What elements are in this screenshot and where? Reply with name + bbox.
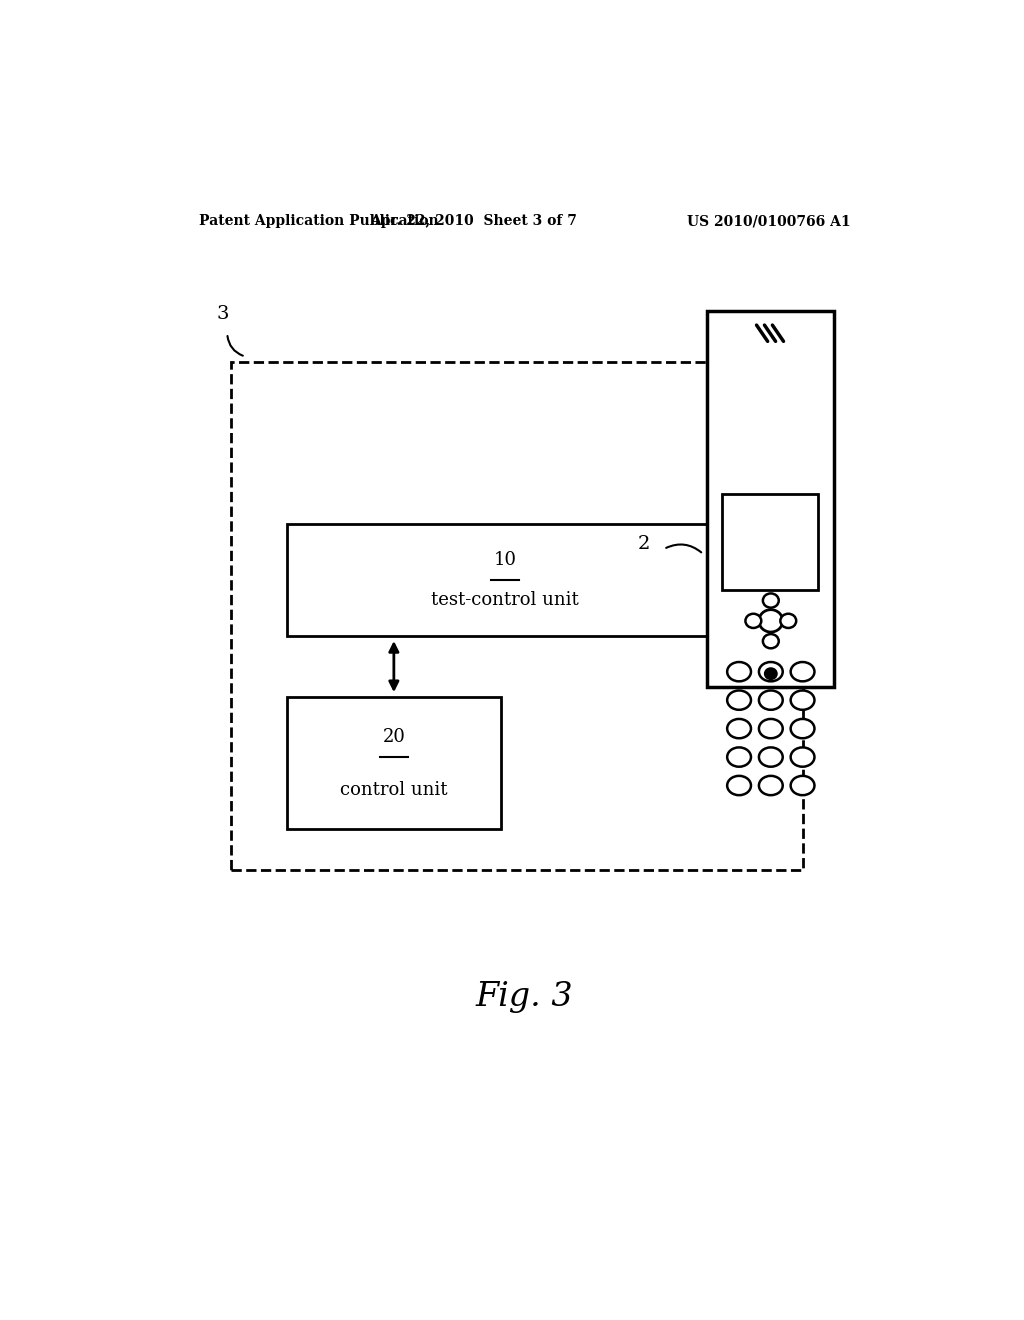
Ellipse shape [763, 634, 778, 648]
Text: US 2010/0100766 A1: US 2010/0100766 A1 [686, 214, 850, 228]
Ellipse shape [791, 776, 814, 795]
Ellipse shape [791, 663, 814, 681]
Ellipse shape [727, 690, 751, 710]
Ellipse shape [791, 690, 814, 710]
Ellipse shape [791, 719, 814, 738]
Ellipse shape [763, 594, 778, 607]
Ellipse shape [780, 614, 797, 628]
Bar [722, 494, 818, 590]
Bar [708, 312, 835, 686]
Ellipse shape [727, 776, 751, 795]
Bar [231, 362, 803, 870]
Text: Apr. 22, 2010  Sheet 3 of 7: Apr. 22, 2010 Sheet 3 of 7 [370, 214, 577, 228]
Text: 10: 10 [494, 550, 516, 569]
Text: 3: 3 [217, 305, 229, 323]
Ellipse shape [759, 610, 782, 632]
Text: 2: 2 [638, 535, 650, 553]
Ellipse shape [727, 719, 751, 738]
Ellipse shape [759, 747, 782, 767]
Ellipse shape [745, 614, 761, 628]
Ellipse shape [759, 776, 782, 795]
Text: Patent Application Publication: Patent Application Publication [200, 214, 439, 228]
Text: control unit: control unit [340, 780, 447, 799]
Ellipse shape [765, 669, 776, 678]
Text: 20: 20 [382, 727, 406, 746]
Ellipse shape [759, 690, 782, 710]
Bar [287, 697, 501, 829]
Ellipse shape [759, 663, 782, 681]
Ellipse shape [727, 747, 751, 767]
Text: test-control unit: test-control unit [431, 591, 579, 610]
Bar [287, 524, 723, 636]
Ellipse shape [791, 747, 814, 767]
Text: Fig. 3: Fig. 3 [476, 981, 573, 1012]
Ellipse shape [759, 719, 782, 738]
Ellipse shape [727, 663, 751, 681]
